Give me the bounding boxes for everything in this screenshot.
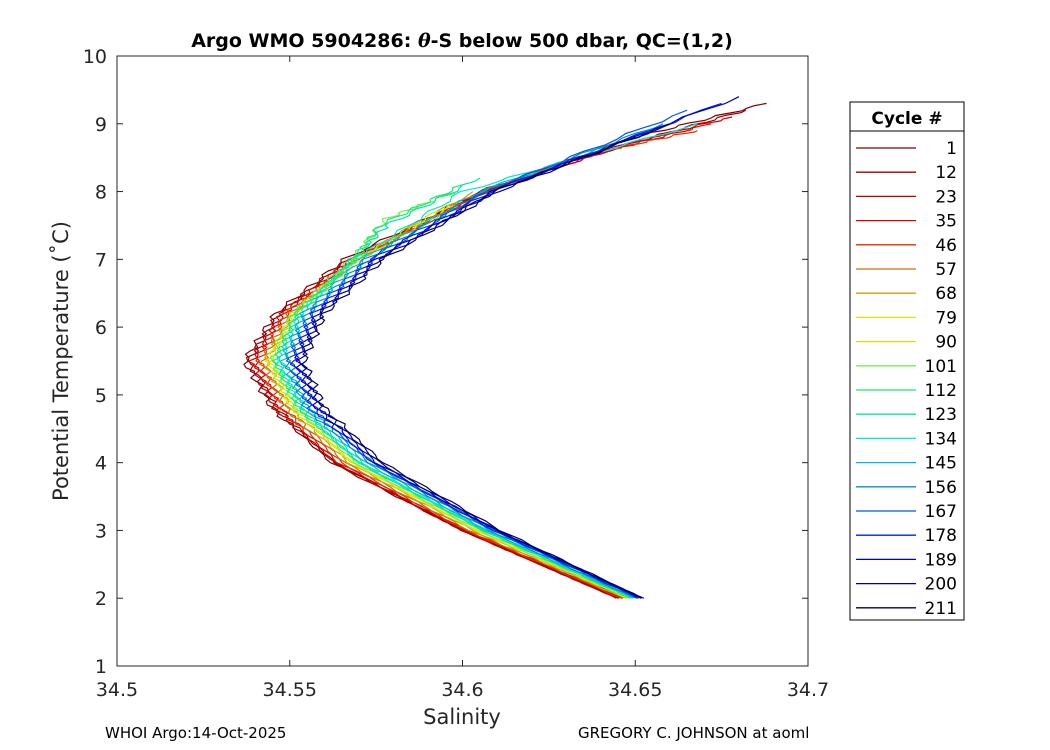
legend-label-cycle-1: 1	[946, 139, 957, 159]
x-tick-label: 34.6	[441, 679, 483, 701]
legend-label-cycle-12: 12	[935, 163, 957, 183]
y-axis-label: Potential Temperature (˚C)	[49, 221, 73, 501]
legend-label-cycle-189: 189	[925, 550, 957, 570]
y-tick-label: 9	[95, 114, 107, 136]
legend-label-cycle-123: 123	[925, 405, 957, 425]
legend-label-cycle-178: 178	[925, 526, 957, 546]
legend-label-cycle-79: 79	[935, 308, 957, 328]
x-axis-label: Salinity	[423, 705, 501, 729]
footer-source: WHOI Argo:14-Oct-2025	[105, 724, 286, 742]
legend-label-cycle-90: 90	[935, 333, 957, 353]
y-tick-label: 8	[95, 182, 107, 204]
legend-label-cycle-57: 57	[935, 260, 957, 280]
x-tick-label: 34.7	[787, 679, 829, 701]
y-tick-label: 7	[95, 249, 107, 271]
legend-label-cycle-134: 134	[925, 429, 957, 449]
y-tick-label: 6	[95, 317, 107, 339]
y-tick-label: 3	[95, 520, 107, 542]
legend-label-cycle-211: 211	[925, 599, 957, 619]
y-tick-label: 4	[95, 453, 107, 475]
legend-title: Cycle #	[871, 109, 942, 129]
legend-label-cycle-112: 112	[925, 381, 957, 401]
y-tick-label: 10	[83, 46, 107, 68]
y-tick-label: 5	[95, 385, 107, 407]
x-tick-label: 34.55	[263, 679, 317, 701]
x-tick-label: 34.5	[96, 679, 138, 701]
plot-area	[117, 56, 808, 666]
chart-title: Argo WMO 5904286: θ-S below 500 dbar, QC…	[191, 30, 733, 52]
legend-label-cycle-101: 101	[925, 357, 957, 377]
footer-author: GREGORY C. JOHNSON at aoml	[578, 724, 809, 742]
legend: Cycle # 11223354657687990101112123134145…	[850, 102, 964, 620]
legend-label-cycle-145: 145	[925, 454, 957, 474]
x-tick-label: 34.65	[608, 679, 662, 701]
legend-label-cycle-68: 68	[935, 284, 957, 304]
y-tick-label: 1	[95, 656, 107, 678]
legend-label-cycle-200: 200	[925, 575, 957, 595]
legend-label-cycle-156: 156	[925, 478, 957, 498]
legend-label-cycle-35: 35	[935, 212, 957, 232]
legend-label-cycle-167: 167	[925, 502, 957, 522]
y-tick-label: 2	[95, 588, 107, 610]
legend-label-cycle-23: 23	[935, 187, 957, 207]
theta-s-figure: Argo WMO 5904286: θ-S below 500 dbar, QC…	[0, 0, 1050, 750]
legend-label-cycle-46: 46	[935, 236, 957, 256]
